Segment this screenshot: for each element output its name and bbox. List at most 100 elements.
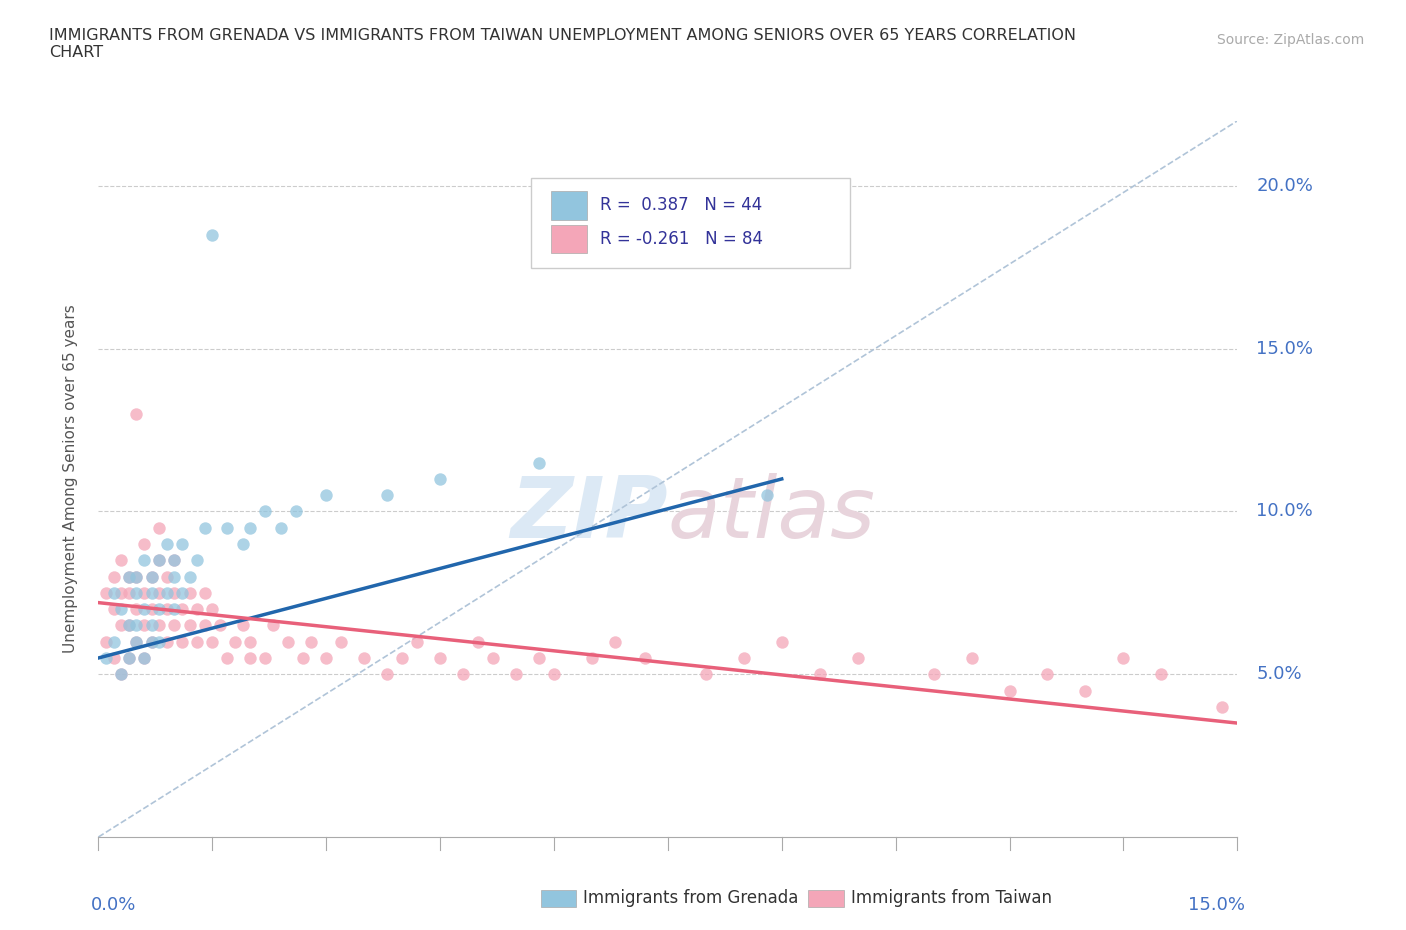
Point (960, 651, 983, 666)
Point (132, 651, 155, 666)
Point (163, 618, 186, 633)
Point (391, 651, 413, 666)
Point (125, 569, 148, 584)
Point (141, 569, 163, 584)
Point (156, 602, 179, 617)
Point (156, 586, 179, 601)
Point (125, 569, 148, 584)
Point (208, 618, 231, 633)
Point (527, 651, 550, 666)
Point (170, 634, 193, 649)
Point (163, 569, 186, 584)
Point (232, 537, 254, 551)
Point (194, 586, 217, 601)
Point (110, 602, 132, 617)
Text: 5.0%: 5.0% (1257, 665, 1302, 684)
Point (194, 618, 217, 633)
Point (224, 634, 246, 649)
Point (429, 472, 451, 486)
Point (467, 634, 489, 649)
FancyBboxPatch shape (551, 191, 586, 219)
Text: ZIP: ZIP (510, 473, 668, 556)
Point (998, 683, 1021, 698)
Text: R =  0.387   N = 44: R = 0.387 N = 44 (599, 196, 762, 215)
Point (132, 618, 155, 633)
Point (194, 521, 217, 536)
Point (201, 634, 224, 649)
Point (118, 618, 141, 633)
Point (217, 521, 239, 536)
Point (1074, 683, 1097, 698)
Point (118, 569, 141, 584)
Point (110, 667, 132, 682)
Point (254, 504, 277, 519)
Text: 15.0%: 15.0% (1188, 896, 1244, 913)
Point (186, 552, 208, 567)
Point (141, 586, 163, 601)
Point (527, 455, 550, 470)
Point (634, 651, 657, 666)
Point (110, 667, 132, 682)
Point (156, 634, 179, 649)
Point (141, 634, 163, 649)
Point (846, 651, 869, 666)
Point (148, 618, 170, 633)
Point (170, 586, 193, 601)
Point (148, 634, 170, 649)
Point (1150, 667, 1173, 682)
Point (141, 602, 163, 617)
Text: Immigrants from Taiwan: Immigrants from Taiwan (851, 889, 1052, 908)
Point (170, 537, 193, 551)
Point (125, 602, 148, 617)
Point (141, 569, 163, 584)
Point (125, 618, 148, 633)
Point (406, 634, 429, 649)
Point (110, 586, 132, 601)
Point (239, 521, 262, 536)
Point (163, 552, 186, 567)
Point (148, 586, 170, 601)
Point (103, 586, 125, 601)
Point (375, 667, 398, 682)
Point (103, 569, 125, 584)
Point (103, 602, 125, 617)
Point (315, 487, 337, 502)
Point (118, 618, 141, 633)
Point (125, 634, 148, 649)
Point (110, 552, 132, 567)
Point (156, 537, 179, 551)
Point (299, 634, 322, 649)
Point (94, 651, 117, 666)
Point (110, 618, 132, 633)
Point (239, 651, 262, 666)
Point (148, 552, 170, 567)
Point (125, 406, 148, 421)
Text: 15.0%: 15.0% (1257, 339, 1313, 358)
Point (132, 552, 155, 567)
Point (132, 651, 155, 666)
Point (277, 634, 299, 649)
Point (179, 586, 201, 601)
Point (232, 618, 254, 633)
Text: 10.0%: 10.0% (1257, 502, 1313, 521)
Text: R = -0.261   N = 84: R = -0.261 N = 84 (599, 230, 762, 248)
Point (695, 667, 717, 682)
Point (239, 634, 262, 649)
Point (170, 602, 193, 617)
Point (163, 552, 186, 567)
Point (163, 602, 186, 617)
Y-axis label: Unemployment Among Seniors over 65 years: Unemployment Among Seniors over 65 years (63, 305, 77, 653)
Point (163, 586, 186, 601)
Point (148, 602, 170, 617)
Point (770, 634, 793, 649)
Point (429, 651, 451, 666)
Point (733, 651, 755, 666)
Text: IMMIGRANTS FROM GRENADA VS IMMIGRANTS FROM TAIWAN UNEMPLOYMENT AMONG SENIORS OVE: IMMIGRANTS FROM GRENADA VS IMMIGRANTS FR… (49, 28, 1076, 60)
Point (292, 651, 315, 666)
Point (103, 651, 125, 666)
Point (1211, 699, 1233, 714)
Point (132, 586, 155, 601)
Text: 0.0%: 0.0% (91, 896, 136, 913)
Point (482, 651, 505, 666)
Text: Source: ZipAtlas.com: Source: ZipAtlas.com (1216, 33, 1364, 46)
